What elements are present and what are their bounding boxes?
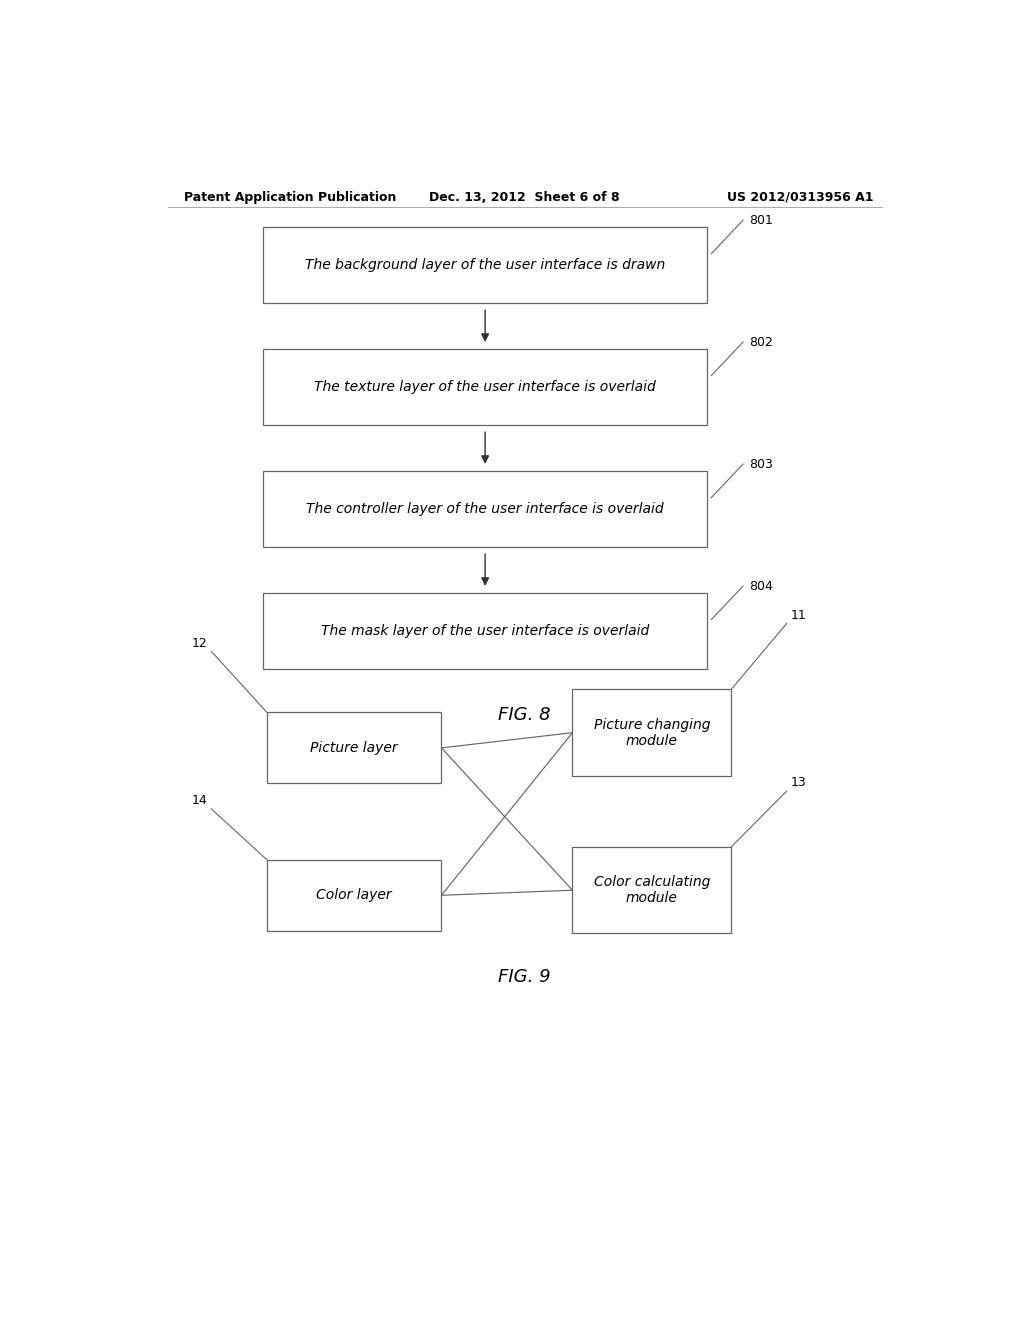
Bar [572, 689, 731, 776]
Text: FIG. 9: FIG. 9 [499, 968, 551, 986]
Bar [267, 713, 441, 784]
Text: US 2012/0313956 A1: US 2012/0313956 A1 [727, 190, 873, 203]
Bar [572, 847, 731, 933]
Text: FIG. 8: FIG. 8 [499, 706, 551, 723]
Text: 13: 13 [791, 776, 807, 789]
Text: Picture layer: Picture layer [310, 741, 398, 755]
Text: Patent Application Publication: Patent Application Publication [183, 190, 396, 203]
Text: Color layer: Color layer [316, 888, 392, 903]
Text: Picture changing
module: Picture changing module [594, 718, 710, 747]
Text: The background layer of the user interface is drawn: The background layer of the user interfa… [305, 259, 666, 272]
Bar [263, 227, 708, 304]
Text: 804: 804 [750, 579, 773, 593]
Text: The mask layer of the user interface is overlaid: The mask layer of the user interface is … [321, 624, 649, 638]
Text: Color calculating
module: Color calculating module [594, 875, 710, 906]
Bar [263, 348, 708, 425]
Text: 14: 14 [191, 795, 207, 808]
Text: 802: 802 [750, 335, 773, 348]
Text: 12: 12 [191, 636, 207, 649]
Text: 801: 801 [750, 214, 773, 227]
Text: 11: 11 [791, 609, 807, 622]
Text: The controller layer of the user interface is overlaid: The controller layer of the user interfa… [306, 502, 664, 516]
Text: 803: 803 [750, 458, 773, 471]
Bar [263, 593, 708, 669]
Text: The texture layer of the user interface is overlaid: The texture layer of the user interface … [314, 380, 656, 395]
Bar [267, 859, 441, 931]
Text: Dec. 13, 2012  Sheet 6 of 8: Dec. 13, 2012 Sheet 6 of 8 [429, 190, 621, 203]
Bar [263, 471, 708, 548]
